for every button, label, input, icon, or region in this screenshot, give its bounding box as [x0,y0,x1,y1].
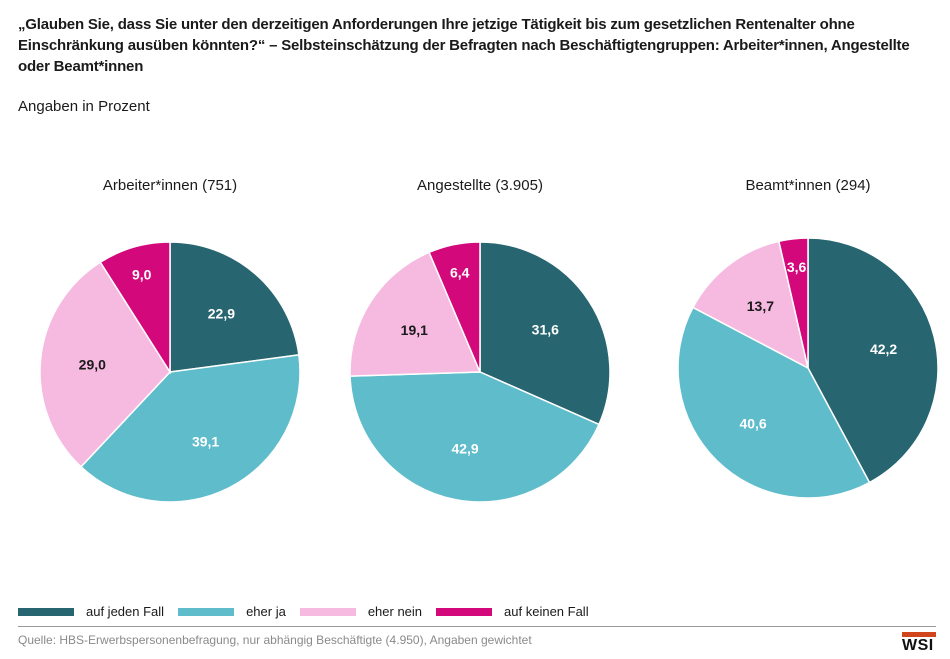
pie-slice-eher-ja [79,354,301,503]
data-label: 40,6 [739,415,766,431]
data-label: 13,7 [747,298,774,314]
logo-bar [902,632,936,637]
pie-slice-auf-jeden-fall [479,241,611,426]
legend-label: auf keinen Fall [504,604,589,619]
chart-title: „Glauben Sie, dass Sie unter den derzeit… [18,16,910,75]
chart-subtitle: Angaben in Prozent [18,98,150,115]
source-note: Quelle: HBS-Erwerbspersonenbefragung, nu… [18,633,532,647]
wsi-logo: WSI [902,632,936,655]
legend: auf jeden Fall eher ja eher nein auf kei… [18,604,603,619]
pie-charts-svg: Arbeiter*innen (751) 22,9 39,1 29,0 9,0 Anges… [39,177,939,503]
pie-slice-auf-jeden-fall [807,237,939,484]
pie-title: Arbeiter*innen (751) [103,177,237,194]
legend-label: eher ja [246,604,286,619]
data-label: 6,4 [450,265,470,281]
legend-label: auf jeden Fall [86,604,165,619]
data-label: 39,1 [192,433,219,449]
legend-swatch [436,607,493,616]
data-label: 22,9 [208,305,235,321]
data-label: 29,0 [79,357,106,373]
pie-slice-auf-keinen-fall [99,241,171,375]
pie-title: Angestellte (3.905) [417,177,543,194]
pie-slice-eher-ja [349,371,600,503]
data-label: 31,6 [532,321,559,337]
legend-item-auf-keinen-fall: auf keinen Fall [436,604,589,619]
pie-slice-auf-keinen-fall [428,241,481,373]
pie-charts: Arbeiter*innen (751) 22,9 39,1 29,0 9,0 Anges… [0,160,950,520]
pie-arbeiter-innen: Arbeiter*innen (751) 22,9 39,1 29,0 9,0 [39,177,301,503]
pie-slice-auf-keinen-fall [777,237,809,369]
pie-title: Beamt*innen (294) [745,177,870,194]
data-label: 9,0 [132,267,152,283]
legend-item-eher-nein: eher nein [299,604,423,619]
pie-beamt-innen: Beamt*innen (294) 42,2 40,6 13,7 3,6 [677,177,939,499]
pie-slice-eher-nein [39,261,171,468]
pie-slice-eher-ja [677,306,871,499]
legend-swatch [18,607,74,616]
pie-slice-eher-nein [349,251,482,377]
footer-divider [18,626,936,627]
pie-angestellte: Angestellte (3.905) 31,6 42,9 19,1 6,4 [349,177,611,503]
legend-swatch [178,607,235,616]
data-label: 42,9 [451,441,478,457]
legend-label: eher nein [367,604,423,619]
legend-swatch [299,607,356,616]
data-label: 42,2 [870,341,897,357]
legend-item-eher-ja: eher ja [178,604,286,619]
logo-text: WSI [902,637,934,654]
legend-item-auf-jeden-fall: auf jeden Fall [18,604,164,619]
pie-slice-auf-jeden-fall [169,241,300,373]
data-label: 19,1 [401,322,428,338]
pie-slice-eher-nein [691,240,810,370]
data-label: 3,6 [787,259,807,275]
